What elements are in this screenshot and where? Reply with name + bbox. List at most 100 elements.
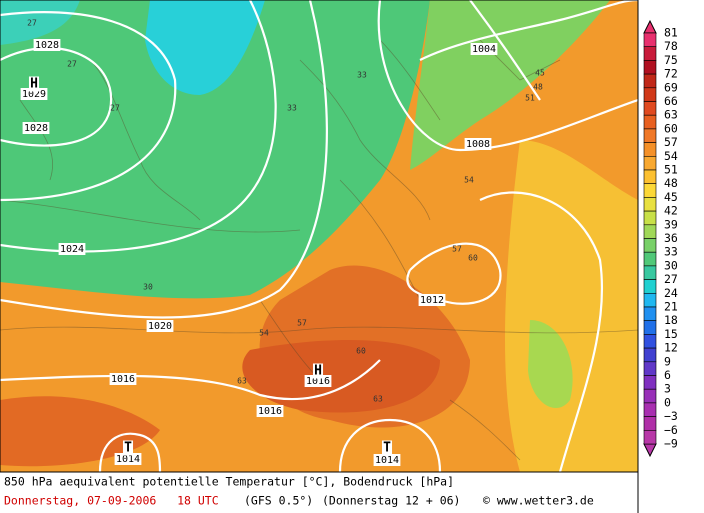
isobar-label-bg (114, 453, 142, 465)
colorbar-label: 3 (664, 382, 671, 396)
colorbar-segment (643, 402, 657, 417)
isobar-label: 1016 (111, 374, 135, 385)
footer-run: (Donnerstag 12 + 06) (322, 494, 460, 508)
contour-label: 33 (357, 71, 367, 80)
isobar-label-bg (464, 138, 492, 150)
contour-label: 60 (356, 347, 366, 356)
isobar-label: 1020 (148, 321, 172, 332)
colorbar-label: −3 (664, 409, 678, 423)
cool-area (410, 0, 610, 170)
footer-model: (GFS 0.5°) (244, 494, 313, 508)
colorbar-label: 81 (664, 26, 678, 40)
colorbar-segment (643, 114, 657, 130)
colorbar-segment (643, 388, 657, 404)
pressure-center: T (124, 441, 132, 456)
colorbar-label: −9 (664, 437, 678, 451)
warm-core (242, 340, 440, 413)
contour-label: 54 (464, 176, 474, 185)
colorbar-label: 15 (664, 327, 678, 341)
colorbar-label: 27 (664, 272, 678, 286)
colorbar-segment (643, 142, 657, 157)
isobar-label-bg (470, 43, 498, 55)
colorbar-label: 42 (664, 204, 678, 218)
cool-area (0, 0, 430, 299)
contour-label: 48 (533, 83, 543, 92)
colorbar-label: 51 (664, 163, 678, 177)
colorbar-segment (643, 73, 657, 89)
isobar-label: 1028 (35, 40, 59, 51)
cold-area (0, 0, 80, 45)
colorbar-segment (643, 279, 657, 294)
colorbar-segment (643, 251, 657, 267)
colorbar-label: 6 (664, 368, 671, 382)
contour-label: 54 (259, 329, 269, 338)
colorbar-label: 24 (664, 286, 678, 300)
contour-label: 45 (535, 69, 545, 78)
contour-label: 27 (110, 104, 120, 113)
colorbar-label: 54 (664, 149, 678, 163)
colorbar-segment (643, 361, 657, 376)
colorbar-label: 33 (664, 245, 678, 259)
isobar-label-bg (146, 320, 174, 332)
colorbar-label: 48 (664, 176, 678, 190)
pressure-center-bg (122, 440, 134, 456)
isobar-label-bg (109, 373, 137, 385)
isobar-label: 1008 (466, 139, 490, 150)
colorbar-label: 30 (664, 258, 678, 272)
colorbar-segment (643, 224, 657, 239)
colorbar-label: 66 (664, 94, 678, 108)
map-frame (0, 0, 639, 473)
pressure-center-bg (28, 76, 40, 92)
map-labels: 1028 1029 1028 1024 1020 1016 1016 1016 1012 1008… (20, 19, 545, 466)
colorbar-segment (643, 197, 657, 212)
colorbar-segment (643, 210, 657, 226)
colorbar-label: 57 (664, 135, 678, 149)
colorbar-segment (643, 156, 657, 171)
warm-area (0, 396, 160, 467)
isobar-label-bg (256, 405, 284, 417)
colorbar-segment (643, 32, 657, 47)
contour-label: 51 (525, 94, 535, 103)
isobar-label-bg (58, 243, 86, 255)
isobar-label: 1024 (60, 244, 84, 255)
colorbar-segment (643, 347, 657, 363)
isobar-label: 1016 (306, 376, 330, 387)
colorbar-segment (643, 183, 657, 198)
contour-label: 33 (287, 104, 297, 113)
colorbar-label: 78 (664, 39, 678, 53)
colorbar-label: 75 (664, 53, 678, 67)
colorbar-label: 9 (664, 354, 671, 368)
colorbar-label: 12 (664, 341, 678, 355)
colorbar-segment (643, 292, 657, 308)
map: 1028 1029 1028 1024 1020 1016 1016 1016 1012 1008… (0, 0, 639, 473)
colorbar-label: 39 (664, 217, 678, 231)
pressure-center: T (383, 441, 391, 456)
contour-label: 57 (452, 245, 462, 254)
isobar-label: 1014 (375, 455, 399, 466)
colorbar-label: 36 (664, 231, 678, 245)
pressure-center-bg (381, 440, 393, 456)
contour-label: 63 (373, 395, 383, 404)
isobar-label-bg (22, 122, 50, 134)
contour-label: 57 (297, 319, 307, 328)
colorbar-label: −6 (664, 423, 678, 437)
contour-label: 27 (67, 60, 77, 69)
isobar-label: 1029 (22, 89, 46, 100)
contour-label: 30 (143, 283, 153, 292)
footer: 850 hPa aequivalent potentielle Temperat… (4, 472, 639, 513)
colorbar-segment (643, 429, 657, 445)
colorbar-label: 45 (664, 190, 678, 204)
colorbar-segment (643, 128, 657, 143)
colorbar-segment (643, 87, 657, 102)
pressure-center: H (30, 77, 38, 92)
green-area (528, 320, 573, 409)
pressure-center-bg (312, 363, 324, 379)
colorbar-segment (643, 375, 657, 390)
isobar-label-bg (304, 375, 332, 387)
footer-credit: © www.wetter3.de (483, 494, 594, 508)
contour-label: 27 (27, 19, 37, 28)
colorbar-segment (643, 238, 657, 253)
colorbar-arrow (643, 443, 657, 458)
colorbar-arrow (643, 19, 657, 34)
colorbar-label: 21 (664, 300, 678, 314)
